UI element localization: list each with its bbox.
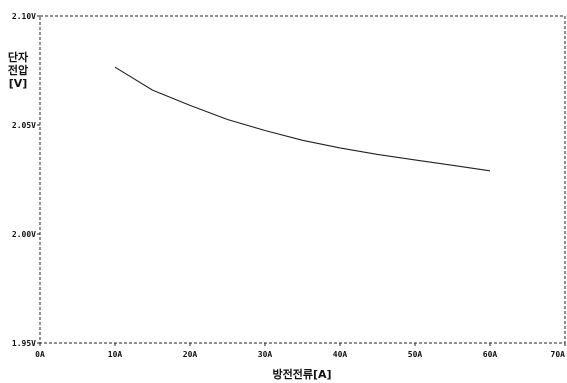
y-tick-label: 2.10V bbox=[12, 12, 36, 21]
plot-frame bbox=[39, 15, 566, 344]
x-tick-label: 60A bbox=[483, 350, 498, 359]
x-tick-label: 70A bbox=[551, 350, 566, 359]
y-axis-label-line-1: 단자 bbox=[8, 50, 29, 64]
series-line-1 bbox=[114, 66, 491, 172]
x-tick-label: 50A bbox=[408, 350, 423, 359]
x-tick-label: 10A bbox=[108, 350, 123, 359]
y-axis-label-line-2: 전압 bbox=[8, 63, 28, 77]
x-tick-label: 0A bbox=[35, 350, 45, 359]
series-layer bbox=[114, 66, 491, 172]
y-axis-label-line-3: [V] bbox=[9, 77, 28, 90]
x-tick-label: 20A bbox=[183, 350, 198, 359]
y-tick-label: 1.95V bbox=[12, 339, 36, 348]
plot-border bbox=[39, 15, 566, 344]
y-tick-label: 2.05V bbox=[12, 121, 36, 130]
x-tick-label: 40A bbox=[333, 350, 348, 359]
x-tick-label: 30A bbox=[258, 350, 273, 359]
y-axis-tick-labels: 2.10V 2.05V 2.00V 1.95V bbox=[12, 12, 40, 348]
x-axis-tick-labels: 0A 10A 20A 30A 40A 50A 60A 70A bbox=[35, 343, 566, 359]
x-axis-label: 방전전류[A] bbox=[272, 367, 331, 381]
y-tick-label: 2.00V bbox=[12, 230, 36, 239]
